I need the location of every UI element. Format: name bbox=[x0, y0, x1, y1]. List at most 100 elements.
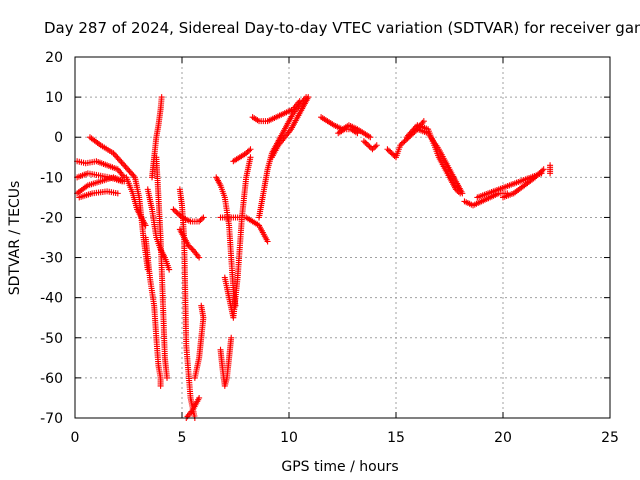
data-point bbox=[198, 215, 205, 222]
data-point bbox=[369, 146, 376, 153]
data-point bbox=[390, 151, 397, 158]
data-point bbox=[372, 143, 379, 150]
data-point bbox=[174, 210, 181, 217]
data-point bbox=[404, 135, 411, 142]
y-tick-label: -10 bbox=[40, 170, 63, 186]
data-point bbox=[384, 146, 391, 153]
data-point bbox=[119, 160, 126, 167]
data-point bbox=[121, 162, 128, 169]
data-point bbox=[111, 151, 118, 158]
data-point bbox=[398, 140, 405, 147]
y-tick-label: 0 bbox=[54, 130, 63, 146]
data-point bbox=[196, 394, 203, 401]
data-point bbox=[402, 136, 409, 143]
data-point bbox=[397, 142, 404, 149]
data-point bbox=[166, 266, 173, 273]
data-point bbox=[354, 130, 361, 137]
data-point bbox=[177, 213, 184, 220]
data-point bbox=[173, 209, 180, 216]
data-point bbox=[126, 168, 133, 175]
x-tick-label: 10 bbox=[280, 430, 298, 446]
data-point bbox=[540, 166, 547, 173]
data-point bbox=[115, 156, 122, 163]
y-tick-label: -20 bbox=[40, 210, 63, 226]
y-tick-label: -60 bbox=[40, 371, 63, 387]
data-point bbox=[198, 302, 205, 309]
data-point bbox=[534, 171, 541, 178]
data-point bbox=[119, 178, 126, 185]
data-point bbox=[400, 139, 407, 146]
x-tick-label: 25 bbox=[601, 430, 619, 446]
data-marks bbox=[74, 94, 554, 421]
y-tick-label: 20 bbox=[45, 50, 63, 66]
data-point bbox=[127, 169, 134, 176]
y-tick-label: -30 bbox=[40, 251, 63, 267]
data-point bbox=[164, 374, 171, 381]
data-point bbox=[401, 138, 408, 145]
data-point bbox=[303, 94, 310, 101]
data-point bbox=[367, 134, 374, 141]
y-tick-label: -70 bbox=[40, 411, 63, 427]
data-point bbox=[533, 172, 540, 179]
data-point bbox=[366, 143, 373, 150]
data-point bbox=[536, 170, 543, 177]
y-tick-label: -50 bbox=[40, 331, 63, 347]
data-point bbox=[547, 170, 554, 177]
data-point bbox=[186, 243, 193, 250]
data-point bbox=[420, 118, 427, 125]
data-point bbox=[385, 147, 392, 154]
data-point bbox=[370, 144, 377, 151]
chart-title: Day 287 of 2024, Sidereal Day-to-day VTE… bbox=[44, 19, 640, 37]
data-point bbox=[157, 382, 164, 389]
data-point bbox=[247, 146, 254, 153]
data-point bbox=[129, 171, 136, 178]
data-point bbox=[158, 94, 165, 101]
data-point bbox=[170, 206, 177, 213]
data-point bbox=[123, 165, 130, 172]
data-point bbox=[360, 138, 367, 145]
data-point bbox=[365, 142, 372, 149]
data-point bbox=[388, 150, 395, 157]
data-point bbox=[122, 163, 129, 170]
data-point bbox=[188, 245, 195, 252]
data-point bbox=[459, 190, 466, 197]
data-point bbox=[142, 222, 149, 229]
data-point bbox=[197, 217, 204, 224]
x-tick-label: 20 bbox=[494, 430, 512, 446]
data-point bbox=[196, 218, 203, 225]
data-point bbox=[243, 150, 250, 157]
data-point bbox=[532, 174, 539, 181]
y-tick-label: 10 bbox=[45, 90, 63, 106]
data-point bbox=[117, 157, 124, 164]
data-point bbox=[373, 142, 380, 149]
data-point bbox=[200, 214, 207, 221]
data-point bbox=[114, 190, 121, 197]
y-axis-ticks: 20 10 0 -10 -20 -30 -40 -50 -60 -70 bbox=[40, 50, 610, 427]
data-point bbox=[118, 159, 125, 166]
x-tick-label: 5 bbox=[178, 430, 187, 446]
data-point bbox=[264, 238, 271, 245]
x-axis-ticks: 0 5 10 15 20 25 bbox=[71, 57, 619, 446]
y-tick-label: -40 bbox=[40, 291, 63, 307]
data-point bbox=[113, 153, 120, 160]
data-point bbox=[539, 167, 546, 174]
grid bbox=[75, 57, 610, 418]
data-point bbox=[171, 207, 178, 214]
y-axis-label: SDTVAR / TECUs bbox=[7, 181, 23, 296]
data-point bbox=[537, 168, 544, 175]
x-tick-label: 15 bbox=[387, 430, 405, 446]
data-point bbox=[232, 302, 239, 309]
x-axis-label: GPS time / hours bbox=[281, 459, 398, 475]
data-point bbox=[176, 211, 183, 218]
data-point bbox=[387, 148, 394, 155]
data-point bbox=[228, 334, 235, 341]
data-point bbox=[196, 254, 203, 261]
data-point bbox=[363, 140, 370, 147]
plot-frame bbox=[74, 56, 611, 419]
x-tick-label: 0 bbox=[71, 430, 80, 446]
data-point bbox=[125, 166, 132, 173]
data-point bbox=[185, 242, 192, 249]
data-point bbox=[244, 148, 251, 155]
data-point bbox=[114, 154, 121, 161]
